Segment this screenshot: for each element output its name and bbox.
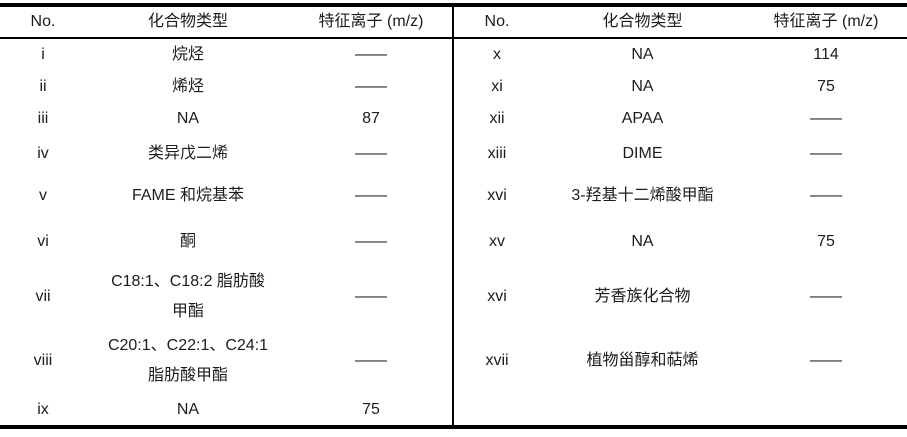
table-row: vii C18:1、C18:2 脂肪酸 甲酯 —— xvi 芳香族化合物 ——: [0, 266, 907, 328]
cell-no-left: viii: [33, 352, 53, 369]
cell-mz-right: ——: [810, 288, 842, 305]
cell-no-right: xvi: [487, 186, 507, 204]
cell-no-right: xii: [489, 109, 505, 127]
cell-type-left: 烯烃: [171, 77, 204, 95]
cell-mz-right: ——: [810, 352, 842, 369]
cell-type-left: FAME 和烷基苯: [131, 186, 244, 204]
header-row: No. 化合物类型 特征离子 (m/z) No. 化合物类型 特征离子 (m/z…: [0, 5, 907, 39]
column-header-mz-right: 特征离子 (m/z): [745, 5, 907, 39]
column-header-mz-left: 特征离子 (m/z): [290, 5, 454, 39]
table-row: ix NA 75: [0, 394, 907, 427]
cell-type-right: NA: [631, 46, 654, 63]
cell-mz-right: 75: [817, 77, 835, 95]
column-header-type-left: 化合物类型: [86, 5, 290, 39]
cell-no-right: x: [493, 46, 501, 63]
cell-mz-left: ——: [290, 218, 454, 266]
cell-no-left: i: [41, 46, 45, 63]
table-row: viii C20:1、C22:1、C24:1 脂肪酸甲酯 —— xvii 植物甾醇和萜烯…: [0, 328, 907, 394]
cell-type-left: 类异戊二烯: [147, 145, 228, 162]
cell-no-left: iii: [37, 109, 49, 127]
table-row: i 烷烃 —— x NA 114: [0, 38, 907, 71]
table-row: vi 酮 —— xv NA 75: [0, 218, 907, 266]
cell-no-right: xv: [489, 233, 505, 250]
cell-no-right: xvi: [487, 288, 507, 305]
cell-type-left: 烷烃: [171, 46, 204, 63]
table-row: iv 类异戊二烯 —— xiii DIME ——: [0, 135, 907, 173]
cell-type-right: 芳香族化合物: [594, 288, 691, 305]
cell-mz-left: ——: [290, 71, 454, 102]
cell-mz-right: [745, 394, 907, 427]
column-header-no-left: No.: [0, 5, 86, 39]
cell-type-right: DIME: [622, 145, 663, 162]
cell-type-right: 植物甾醇和萜烯: [586, 352, 699, 369]
compound-characteristic-ion-table: No. 化合物类型 特征离子 (m/z) No. 化合物类型 特征离子 (m/z…: [0, 3, 907, 429]
cell-mz-right: 114: [813, 46, 839, 63]
table-row: ii 烯烃 —— xi NA 75: [0, 71, 907, 102]
cell-mz-right: ——: [810, 145, 842, 162]
column-header-no-right: No.: [453, 5, 540, 39]
cell-type-left: NA: [176, 109, 200, 127]
table-body: i 烷烃 —— x NA 114 ii 烯烃 —— xi NA 75 iii NA 87 xii APAA —— i…: [0, 38, 907, 427]
cell-mz-left: ——: [290, 266, 454, 328]
cell-no-left: vii: [35, 288, 51, 305]
cell-type-right: NA: [631, 77, 654, 95]
cell-type-right: 3-羟基十二烯酸甲酯: [571, 186, 714, 204]
cell-type-left: C18:1、C18:2 脂肪酸 甲酯: [111, 273, 265, 320]
cell-type-right: [540, 394, 745, 427]
cell-type-left: NA: [176, 400, 200, 418]
cell-mz-left: 87: [290, 102, 454, 135]
cell-mz-left: ——: [290, 38, 454, 71]
cell-no-left: v: [39, 186, 47, 204]
cell-no-left: ix: [37, 400, 49, 418]
cell-no-left: vi: [37, 233, 49, 250]
cell-no-right: xi: [491, 77, 503, 95]
cell-no-right: xvii: [485, 352, 509, 369]
table-row: iii NA 87 xii APAA ——: [0, 102, 907, 135]
cell-mz-right: 75: [817, 233, 835, 250]
cell-mz-left: ——: [290, 328, 454, 394]
cell-type-right: NA: [631, 233, 654, 250]
cell-mz-right: ——: [810, 186, 842, 204]
table-row: v FAME 和烷基苯 —— xvi 3-羟基十二烯酸甲酯 ——: [0, 173, 907, 218]
cell-no-left: ii: [39, 77, 47, 95]
cell-mz-right: ——: [810, 109, 842, 127]
cell-no-right: [453, 394, 540, 427]
cell-type-left: 酮: [179, 233, 196, 250]
cell-no-right: xiii: [487, 145, 507, 162]
column-header-type-right: 化合物类型: [540, 5, 745, 39]
cell-mz-left: ——: [290, 173, 454, 218]
cell-no-left: iv: [37, 145, 49, 162]
cell-type-left: C20:1、C22:1、C24:1 脂肪酸甲酯: [107, 337, 269, 384]
cell-type-right: APAA: [621, 109, 664, 127]
cell-mz-left: ——: [290, 135, 454, 173]
cell-mz-left: 75: [290, 394, 454, 427]
table-header: No. 化合物类型 特征离子 (m/z) No. 化合物类型 特征离子 (m/z…: [0, 5, 907, 39]
